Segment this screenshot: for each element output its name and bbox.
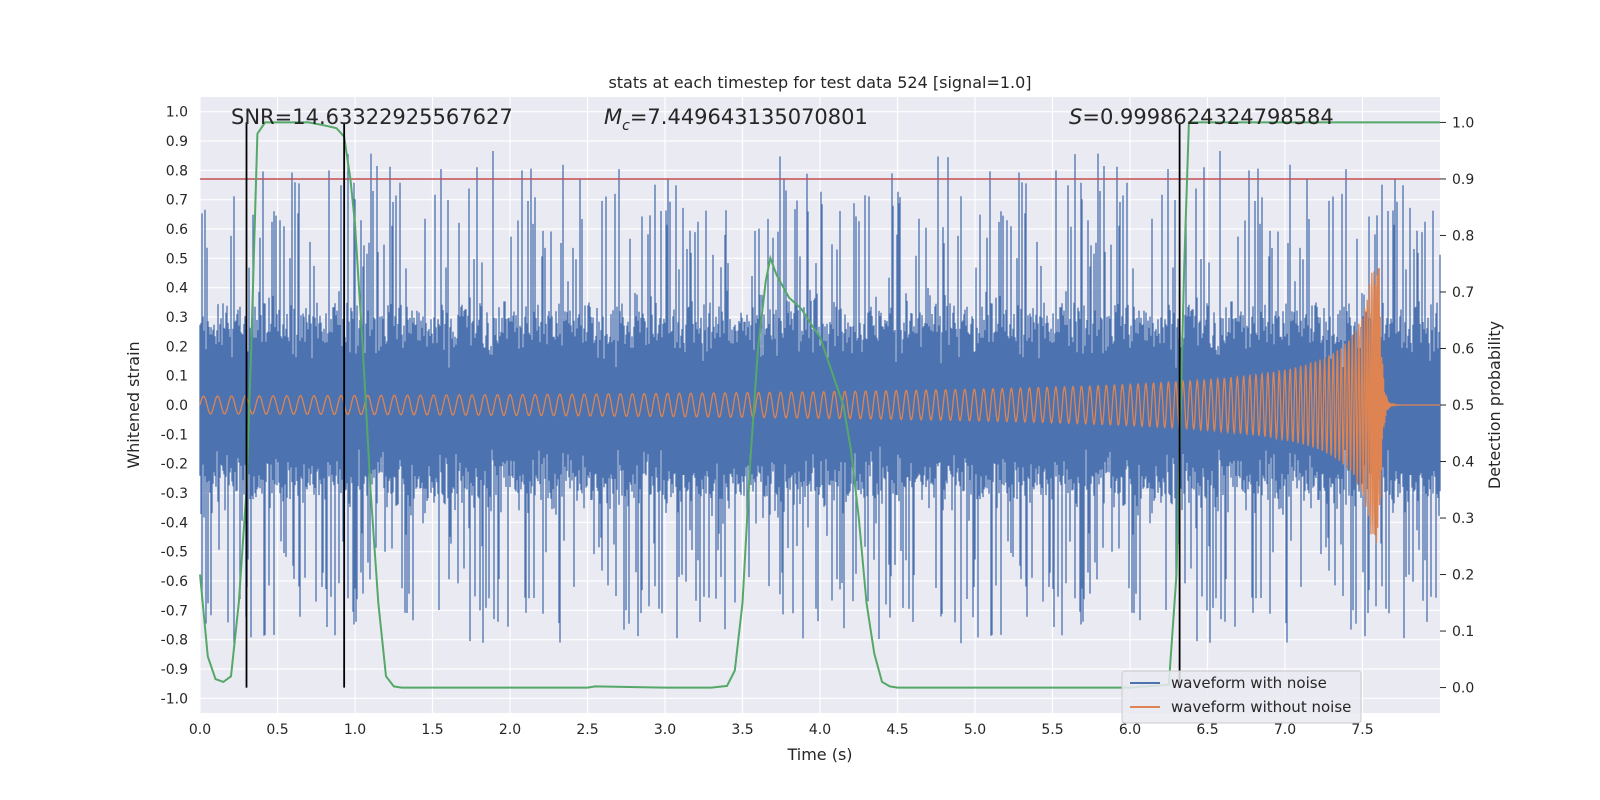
y-tick-label: 0.9 — [166, 134, 188, 150]
y-tick-label: -1.0 — [161, 691, 188, 707]
chart-title: stats at each timestep for test data 524… — [608, 73, 1031, 92]
y2-tick-label: 0.8 — [1452, 228, 1474, 244]
y2-tick-label: 0.2 — [1452, 568, 1474, 584]
y2-tick-label: 0.6 — [1452, 341, 1474, 357]
legend-label-clean: waveform without noise — [1171, 698, 1351, 716]
legend-box — [1121, 670, 1362, 724]
y-tick-label: -0.2 — [161, 457, 188, 473]
legend: waveform with noise waveform without noi… — [1121, 670, 1362, 724]
y-tick-label: 0.5 — [166, 251, 188, 267]
x-tick-label: 0.5 — [266, 722, 288, 738]
series-waveform-with-noise — [199, 151, 1441, 644]
x-tick-label: 1.0 — [344, 722, 366, 738]
series-waveform-without-noise — [199, 268, 1440, 543]
y-tick-label: 0.1 — [166, 369, 188, 385]
snr-annotation: SNR=14.63322925567627 — [231, 105, 513, 129]
score-symbol: S — [1069, 105, 1082, 129]
y2-tick-label: 0.3 — [1452, 511, 1474, 527]
y2-axis-label: Detection probability — [1485, 321, 1504, 489]
y2-tick-label: 0.1 — [1452, 624, 1474, 640]
y2-tick-label: 0.0 — [1452, 681, 1474, 697]
chirp-mass-subscript: c — [622, 118, 630, 134]
x-tick-label: 7.5 — [1351, 722, 1373, 738]
series-detection-probability — [199, 121, 1440, 689]
y-tick-label: -0.7 — [161, 603, 188, 619]
x-tick-label: 3.5 — [731, 722, 753, 738]
x-tick-label: 3.0 — [654, 722, 676, 738]
y2-tick-label: 0.5 — [1452, 398, 1474, 414]
y2-tick-label: 1.0 — [1452, 115, 1474, 131]
chirp-mass-value: =7.449643135070801 — [630, 105, 868, 129]
x-tick-label: 5.5 — [1041, 722, 1063, 738]
y-tick-label: -0.3 — [161, 486, 188, 502]
y-tick-label: -0.1 — [161, 427, 188, 443]
y-tick-label: -0.9 — [161, 662, 188, 678]
y2-tick-label: 0.9 — [1452, 172, 1474, 188]
x-tick-label: 7.0 — [1274, 722, 1296, 738]
x-tick-label: 2.0 — [499, 722, 521, 738]
y-tick-label: -0.5 — [161, 545, 188, 561]
y-tick-label: 0.4 — [166, 281, 188, 297]
x-axis-label: Time (s) — [786, 745, 852, 764]
y2-tick-label: 0.7 — [1452, 285, 1474, 301]
x-tick-label: 0.0 — [189, 722, 211, 738]
y-tick-label: 0.0 — [166, 398, 188, 414]
x-tick-label: 2.5 — [576, 722, 598, 738]
chirp-mass-annotation: Mc=7.449643135070801 — [604, 105, 868, 134]
score-annotation: S=0.9998624324798584 — [1069, 105, 1334, 129]
score-value: =0.9998624324798584 — [1082, 105, 1333, 129]
series-layer — [199, 121, 1441, 689]
y-tick-label: 0.7 — [166, 193, 188, 209]
x-tick-label: 4.0 — [809, 722, 831, 738]
y-tick-label: 0.6 — [166, 222, 188, 238]
chirp-mass-symbol: M — [604, 105, 622, 129]
x-tick-label: 6.5 — [1196, 722, 1218, 738]
y-tick-label: -0.8 — [161, 633, 188, 649]
y-tick-label: 1.0 — [166, 105, 188, 121]
y-tick-label: -0.4 — [161, 515, 188, 531]
legend-label-noise: waveform with noise — [1171, 674, 1327, 692]
y-tick-label: 0.8 — [166, 163, 188, 179]
x-tick-label: 5.0 — [964, 722, 986, 738]
x-tick-label: 4.5 — [886, 722, 908, 738]
ticks: 0.0 0.5 1.0 1.5 2.0 2.5 3.0 3.5 4.0 4.5 5.0 5.5 6.0 6… — [161, 105, 1475, 738]
y-tick-label: 0.2 — [166, 339, 188, 355]
x-tick-label: 1.5 — [421, 722, 443, 738]
x-tick-label: 6.0 — [1119, 722, 1141, 738]
y-tick-label: -0.6 — [161, 574, 188, 590]
y2-tick-label: 0.4 — [1452, 455, 1474, 471]
y-axis-label: Whitened strain — [124, 341, 143, 468]
y-tick-label: 0.3 — [166, 310, 188, 326]
